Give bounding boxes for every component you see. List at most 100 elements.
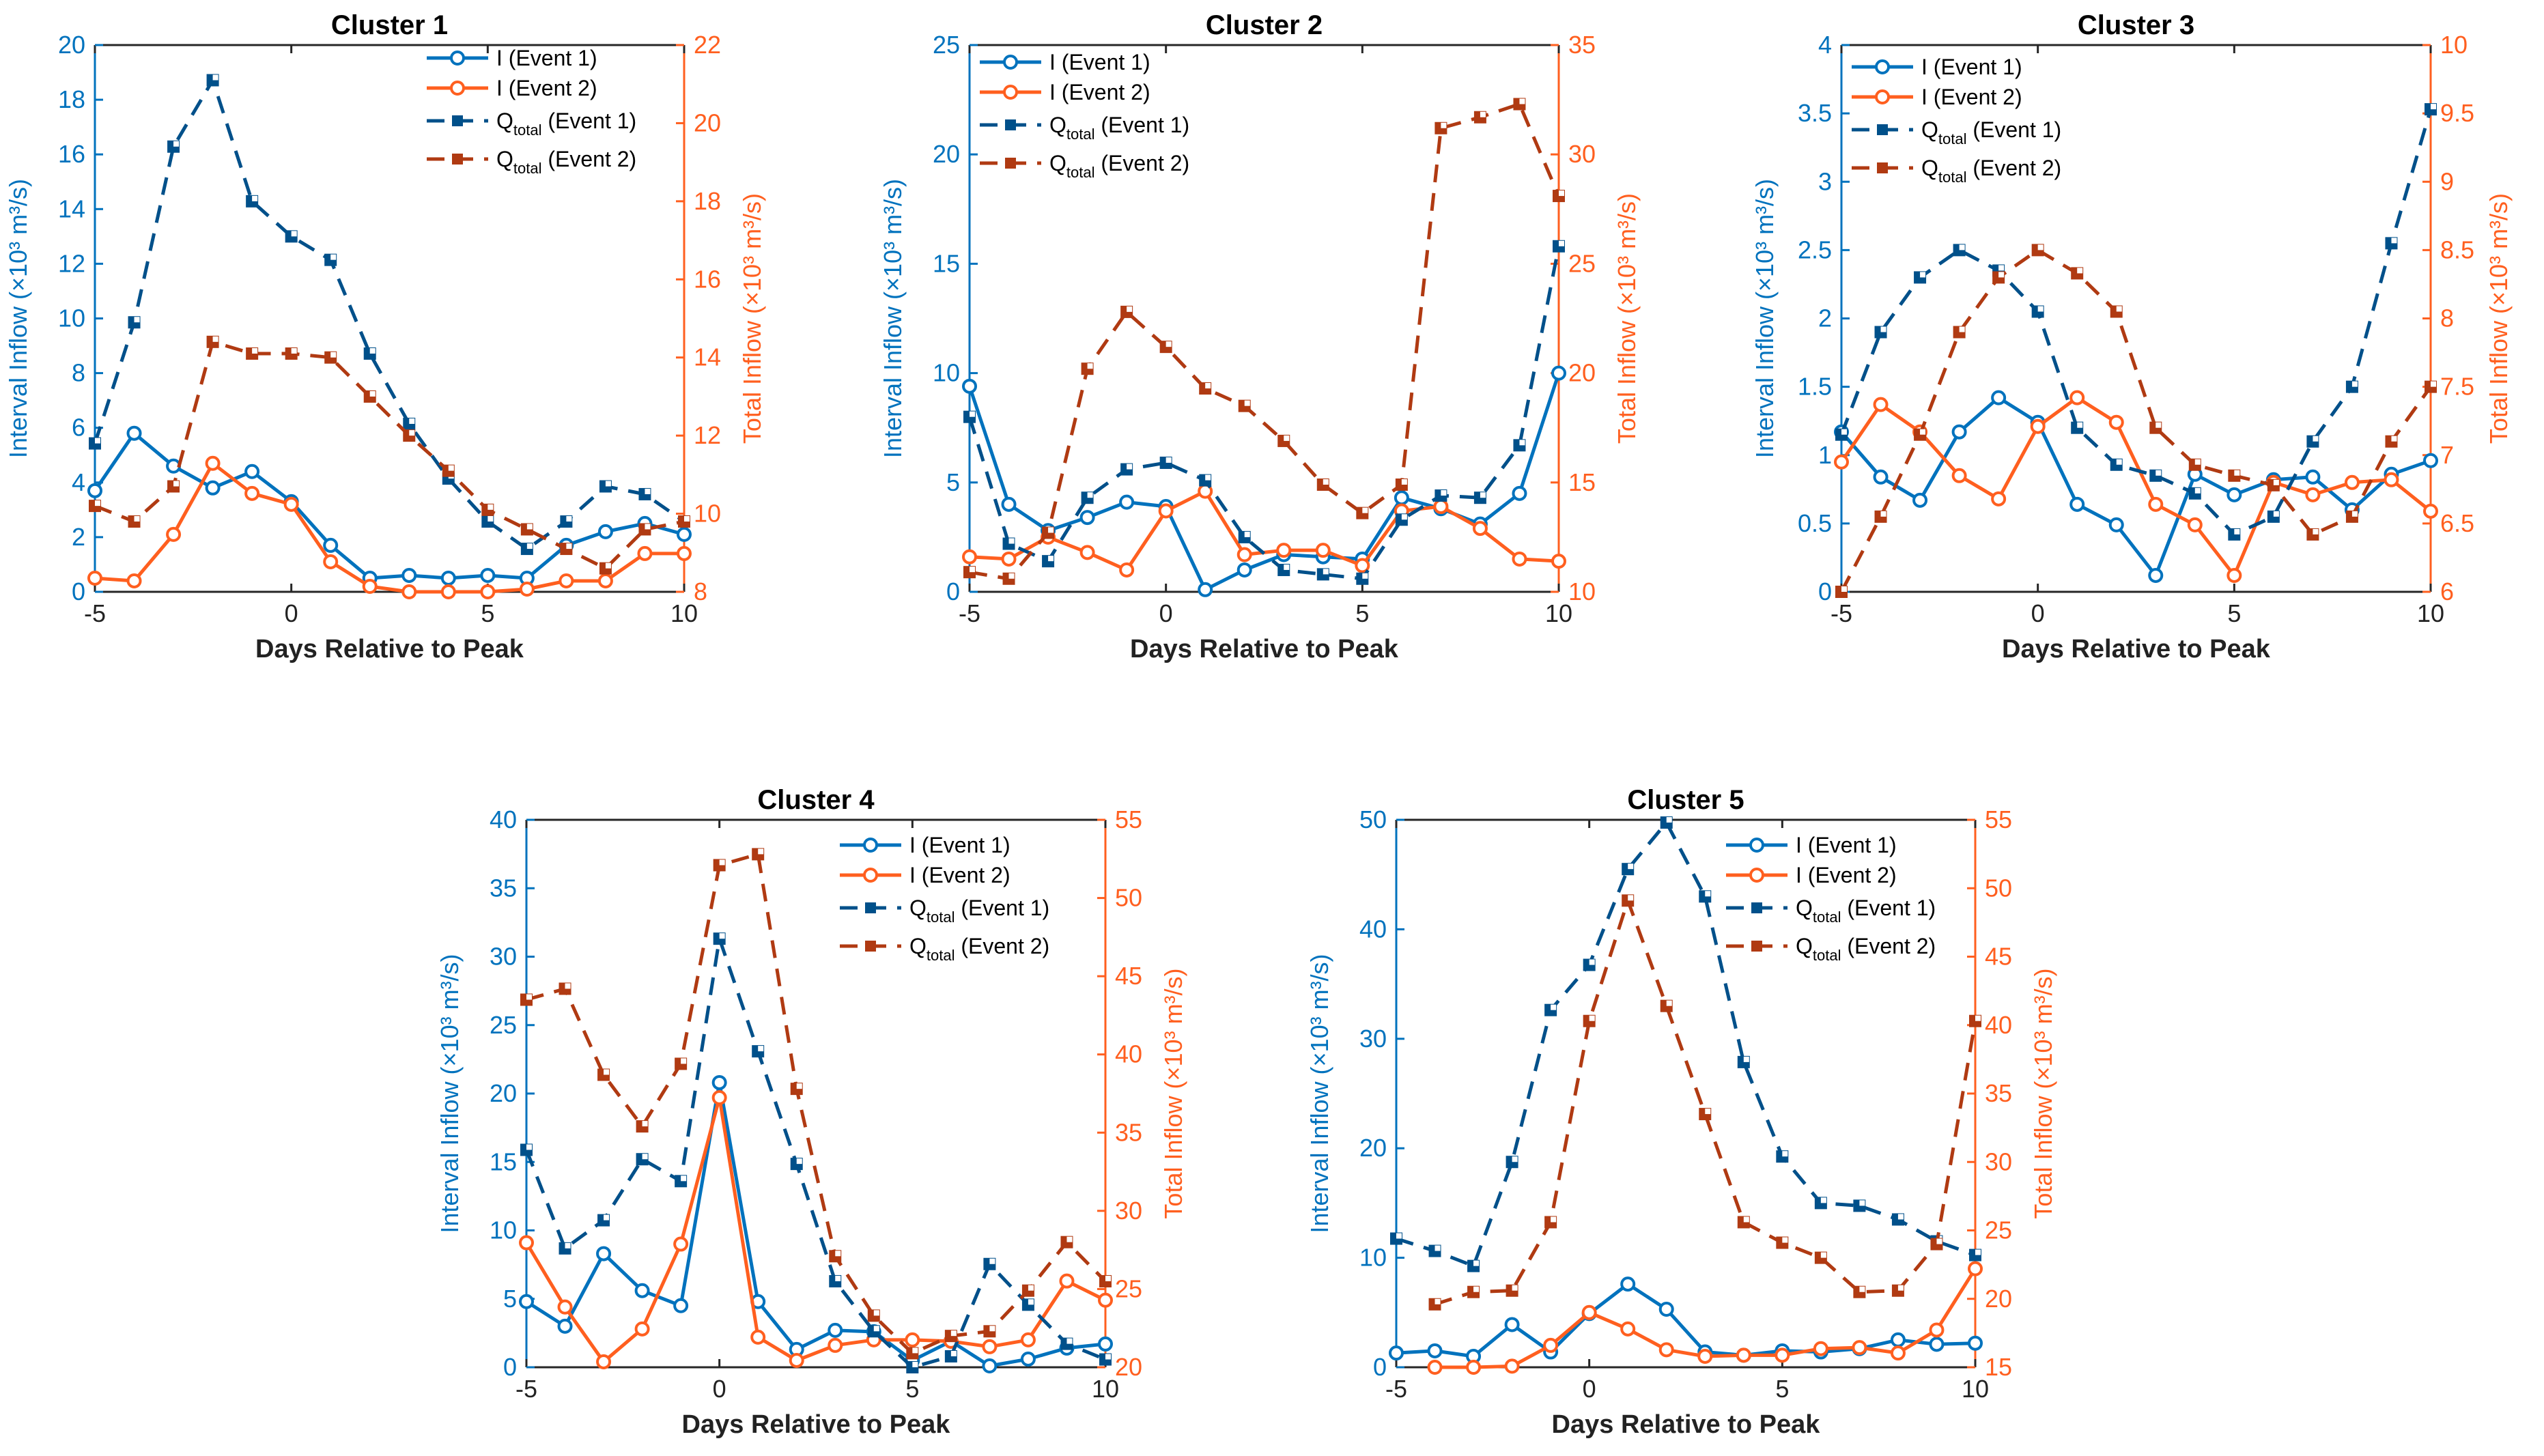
series-3 bbox=[520, 932, 1112, 1373]
series-line bbox=[524, 1096, 1107, 1364]
left-tick-label: 40 bbox=[1359, 915, 1387, 943]
data-point bbox=[1059, 1273, 1075, 1289]
data-point-highlight bbox=[1441, 122, 1447, 128]
series-4 bbox=[1835, 244, 2437, 598]
data-point-highlight bbox=[1066, 1338, 1073, 1344]
data-point-highlight bbox=[2431, 381, 2436, 387]
data-point bbox=[1020, 1351, 1036, 1367]
data-point-highlight bbox=[1936, 1238, 1942, 1244]
left-tick-label: 0 bbox=[1373, 1353, 1387, 1381]
series-line bbox=[967, 246, 1561, 581]
data-point bbox=[1929, 1322, 1945, 1338]
data-point bbox=[1736, 1347, 1751, 1363]
left-tick-label: 12 bbox=[58, 249, 85, 277]
legend-label-2: I (Event 2) bbox=[1796, 863, 1897, 887]
data-point-highlight bbox=[1028, 1285, 1034, 1291]
data-point bbox=[1119, 494, 1135, 510]
series-3 bbox=[1835, 103, 2437, 541]
right-tick-label: 20 bbox=[1985, 1285, 2012, 1313]
right-tick-label: 12 bbox=[694, 421, 721, 449]
legend-marker bbox=[452, 115, 463, 126]
data-point-highlight bbox=[1959, 244, 1965, 251]
data-point bbox=[401, 584, 417, 599]
data-point bbox=[1119, 562, 1135, 577]
data-point bbox=[519, 1235, 534, 1251]
data-point bbox=[789, 1352, 804, 1368]
legend-marker bbox=[1003, 55, 1018, 70]
legend-marker bbox=[1003, 85, 1018, 100]
data-point-highlight bbox=[526, 994, 532, 1000]
right-tick-label: 45 bbox=[1985, 943, 2012, 971]
data-point bbox=[2187, 517, 2203, 532]
data-point-highlight bbox=[487, 504, 494, 510]
data-point bbox=[673, 1298, 689, 1313]
legend-marker bbox=[1877, 162, 1888, 173]
data-point-highlight bbox=[1975, 1015, 1981, 1021]
series-line bbox=[1840, 396, 2431, 577]
data-point-highlight bbox=[291, 347, 297, 354]
series-2 bbox=[1427, 1261, 1983, 1375]
data-point-highlight bbox=[835, 1251, 841, 1257]
right-tick-label: 10 bbox=[694, 500, 721, 528]
legend-marker bbox=[450, 51, 465, 66]
data-point-highlight bbox=[1589, 959, 1595, 965]
series-2 bbox=[87, 455, 692, 599]
data-point-highlight bbox=[645, 488, 651, 494]
left-tick-label: 10 bbox=[933, 359, 960, 387]
data-point-highlight bbox=[1323, 569, 1329, 575]
data-point-highlight bbox=[1165, 341, 1172, 347]
data-point bbox=[1991, 491, 2007, 506]
legend-marker bbox=[865, 941, 876, 952]
data-point-highlight bbox=[1551, 1216, 1557, 1223]
legend-label-2: I (Event 2) bbox=[1049, 80, 1150, 104]
data-point bbox=[1658, 1301, 1674, 1317]
data-point-highlight bbox=[1323, 479, 1329, 485]
legend-marker bbox=[863, 868, 878, 883]
data-point bbox=[1551, 365, 1566, 381]
right-tick-label: 9.5 bbox=[2440, 99, 2474, 127]
legend-label-2: I (Event 2) bbox=[909, 863, 1010, 887]
data-point bbox=[1512, 551, 1527, 567]
data-point-highlight bbox=[989, 1258, 995, 1264]
data-point bbox=[1504, 1358, 1520, 1374]
data-point bbox=[1551, 554, 1566, 569]
data-point bbox=[1079, 545, 1095, 560]
data-point bbox=[1355, 558, 1370, 573]
legend-marker bbox=[1751, 941, 1762, 952]
panel-title: Cluster 1 bbox=[331, 10, 448, 40]
left-tick-label: 50 bbox=[1359, 805, 1387, 833]
data-point bbox=[480, 584, 496, 599]
right-tick-label: 15 bbox=[1568, 468, 1596, 496]
legend-marker bbox=[865, 902, 876, 913]
data-point bbox=[1198, 582, 1213, 597]
data-point-highlight bbox=[2313, 436, 2319, 442]
data-point bbox=[637, 545, 653, 561]
data-point-highlight bbox=[1705, 1109, 1711, 1115]
data-point-highlight bbox=[719, 859, 725, 866]
data-point bbox=[1873, 469, 1889, 485]
series-4 bbox=[89, 335, 690, 575]
data-point-highlight bbox=[1441, 490, 1447, 496]
data-point-highlight bbox=[1205, 474, 1211, 481]
data-point-highlight bbox=[719, 933, 725, 939]
legend-marker bbox=[1877, 124, 1888, 135]
data-point-highlight bbox=[1434, 1298, 1441, 1304]
data-point bbox=[1098, 1336, 1113, 1352]
data-point-highlight bbox=[1205, 383, 1211, 389]
legend-marker bbox=[452, 154, 463, 165]
right-tick-label: 25 bbox=[1568, 249, 1596, 277]
series-1 bbox=[87, 425, 692, 586]
right-tick-label: 6.5 bbox=[2440, 509, 2474, 537]
data-point bbox=[1620, 1276, 1636, 1292]
data-point bbox=[1873, 397, 1889, 412]
data-point-highlight bbox=[758, 1046, 764, 1052]
data-point bbox=[596, 1246, 612, 1261]
data-point-highlight bbox=[950, 1350, 957, 1356]
data-point-highlight bbox=[1897, 1285, 1904, 1291]
y-axis-label-left: Interval Inflow (×10³ m³/s) bbox=[1305, 954, 1333, 1233]
data-point-highlight bbox=[1127, 306, 1133, 312]
legend-label-1: I (Event 1) bbox=[1921, 55, 2022, 79]
data-point bbox=[2305, 487, 2321, 502]
data-point-highlight bbox=[950, 1330, 957, 1337]
x-axis-label: Days Relative to Peak bbox=[682, 1410, 951, 1439]
